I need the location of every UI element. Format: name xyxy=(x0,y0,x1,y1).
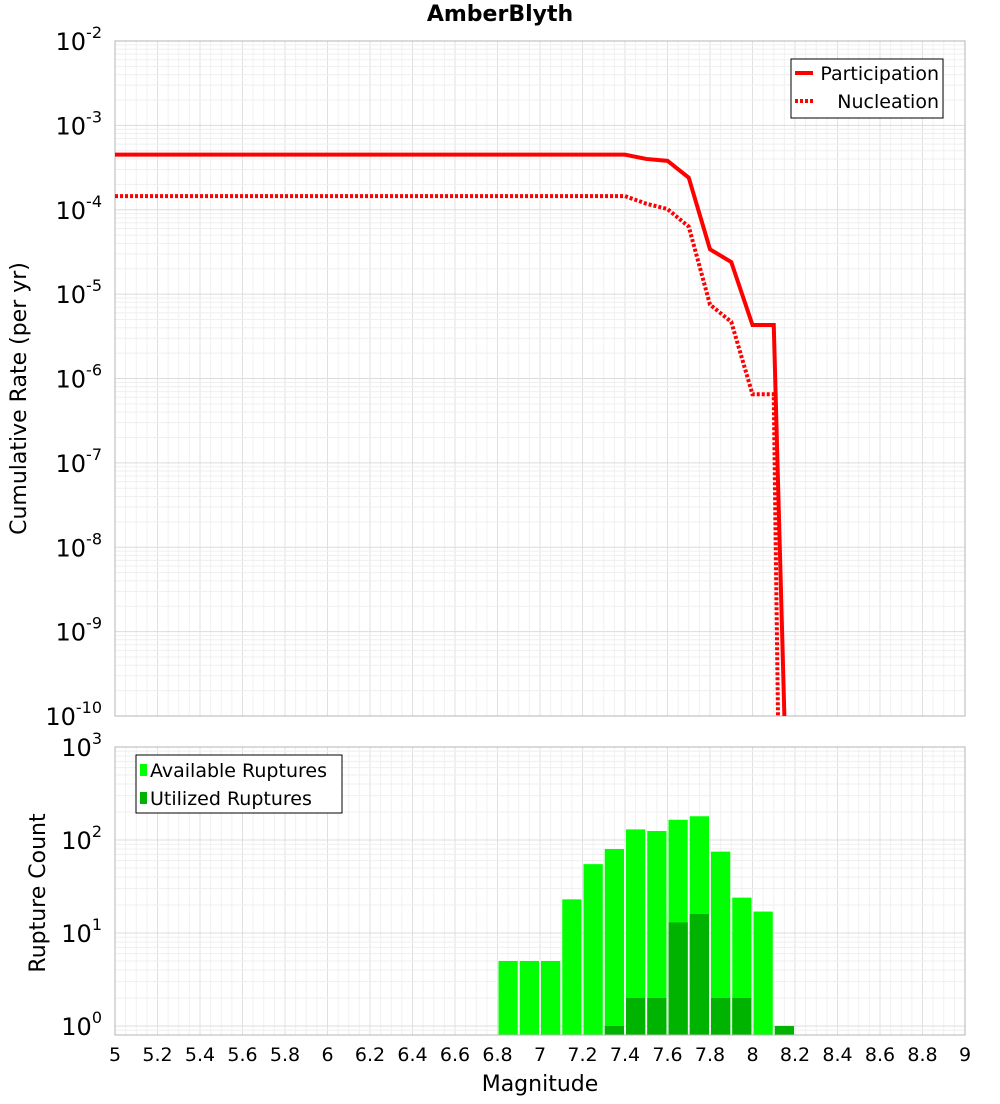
available-bar xyxy=(541,960,561,1035)
x-tick-label: 8.4 xyxy=(822,1044,852,1066)
legend-label: Participation xyxy=(820,63,939,85)
y-tick-label: 102 xyxy=(61,822,102,855)
legend-label: Utilized Ruptures xyxy=(150,788,312,810)
legend-swatch xyxy=(140,792,147,804)
available-bar xyxy=(498,960,518,1035)
x-tick-label: 6 xyxy=(321,1044,333,1066)
available-bar xyxy=(519,960,539,1035)
x-tick-label: 5.8 xyxy=(270,1044,300,1066)
y-tick-label: 103 xyxy=(61,729,102,762)
x-tick-label: 9 xyxy=(959,1044,971,1066)
available-bar xyxy=(711,851,731,1035)
y-tick-label: 10-5 xyxy=(56,276,103,309)
available-bar xyxy=(562,899,582,1035)
y-axis-label: Cumulative Rate (per yr) xyxy=(7,262,32,535)
x-tick-label: 6.8 xyxy=(482,1044,512,1066)
series-line-participation xyxy=(115,152,787,717)
x-tick-label: 5.6 xyxy=(227,1044,257,1066)
y-tick-label: 10-10 xyxy=(45,698,102,731)
x-tick-label: 8 xyxy=(746,1044,758,1066)
legend-swatch xyxy=(140,764,147,776)
x-tick-label: 6.2 xyxy=(355,1044,385,1066)
legend-label: Available Ruptures xyxy=(150,760,327,782)
available-bar xyxy=(604,849,624,1035)
y-tick-label: 101 xyxy=(61,915,102,948)
bottom-plot-frame xyxy=(114,746,966,1036)
legend-box xyxy=(135,754,343,814)
x-tick-label: 8.2 xyxy=(780,1044,810,1066)
y-tick-label: 10-9 xyxy=(56,614,103,647)
chart-title: AmberBlyth xyxy=(426,2,574,27)
x-tick-label: 5.2 xyxy=(142,1044,172,1066)
y-tick-label: 100 xyxy=(61,1008,102,1041)
utilized-bar xyxy=(626,997,646,1035)
y-tick-label: 10-3 xyxy=(56,107,103,140)
legend-label: Nucleation xyxy=(837,91,939,113)
utilized-bar xyxy=(711,997,731,1035)
series-line-nucleation xyxy=(115,194,780,717)
y-tick-label: 10-2 xyxy=(56,23,103,56)
y-tick-label: 10-8 xyxy=(56,529,103,562)
top-plot-frame xyxy=(114,40,966,717)
utilized-bar xyxy=(668,922,688,1035)
y-tick-label: 10-6 xyxy=(56,361,103,394)
utilized-bar xyxy=(774,1025,794,1035)
x-tick-label: 5 xyxy=(109,1044,121,1066)
x-tick-label: 8.6 xyxy=(865,1044,895,1066)
x-tick-label: 7.4 xyxy=(610,1044,640,1066)
x-tick-label: 6.6 xyxy=(440,1044,470,1066)
x-tick-label: 6.4 xyxy=(397,1044,427,1066)
x-tick-label: 7.8 xyxy=(695,1044,725,1066)
x-tick-label: 8.8 xyxy=(907,1044,937,1066)
x-axis-label: Magnitude xyxy=(482,1072,599,1097)
y-tick-label: 10-7 xyxy=(56,445,103,478)
y-tick-label: 10-4 xyxy=(56,192,103,225)
available-bar xyxy=(753,911,773,1035)
x-tick-label: 7 xyxy=(534,1044,546,1066)
utilized-bar xyxy=(647,997,667,1035)
x-tick-label: 7.6 xyxy=(652,1044,682,1066)
x-tick-label: 7.2 xyxy=(567,1044,597,1066)
utilized-bar xyxy=(604,1025,624,1035)
legend-box xyxy=(790,58,944,119)
available-bar xyxy=(583,864,603,1035)
utilized-bar xyxy=(689,914,709,1035)
y-axis-label: Rupture Count xyxy=(26,813,51,973)
available-bar xyxy=(626,829,646,1035)
x-tick-label: 5.4 xyxy=(185,1044,215,1066)
utilized-bar xyxy=(732,997,752,1035)
available-bar xyxy=(647,830,667,1035)
